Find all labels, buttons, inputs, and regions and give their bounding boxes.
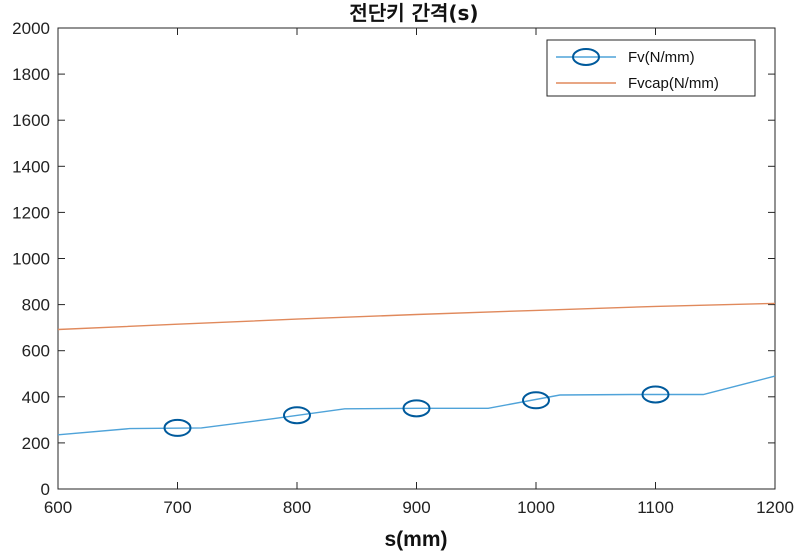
series-line-fvcap <box>57 302 776 331</box>
y-tick-label: 1400 <box>12 157 50 176</box>
series-line-fv <box>57 375 776 436</box>
x-tick-label: 700 <box>163 498 191 517</box>
x-tick-label: 1100 <box>637 498 674 517</box>
y-tick-label: 800 <box>22 296 50 315</box>
y-tick-label: 200 <box>22 434 50 453</box>
y-tick-label: 1000 <box>12 250 50 269</box>
x-tick-label: 900 <box>402 498 430 517</box>
axis-ticks: 600 700 800 900 1000 1100 1200 0 200 400 600 800 100… <box>12 19 794 517</box>
legend-label-fvcap: Fvcap(N/mm) <box>628 75 719 92</box>
plot-area <box>57 27 776 490</box>
y-tick-label: 1800 <box>12 65 50 84</box>
y-tick-label: 1200 <box>12 203 50 222</box>
series-layer <box>57 302 776 437</box>
legend-marker-fv <box>572 48 600 66</box>
x-tick-label: 1200 <box>756 498 794 517</box>
data-point-fv <box>402 399 431 418</box>
data-point-fv <box>163 418 192 437</box>
x-axis-title: s(mm) <box>384 528 447 551</box>
y-tick-label: 0 <box>41 480 50 499</box>
legend: Fv(N/mm) Fvcap(N/mm) <box>546 39 756 97</box>
data-point-fv <box>641 385 670 404</box>
legend-label-fv: Fv(N/mm) <box>628 49 695 66</box>
chart-title: 전단키 간격(s) <box>349 1 478 25</box>
x-tick-label: 1000 <box>517 498 555 517</box>
y-tick-label: 1600 <box>12 111 50 130</box>
x-tick-label: 600 <box>44 498 72 517</box>
data-point-fv <box>522 391 550 410</box>
y-tick-label: 2000 <box>12 19 50 38</box>
x-tick-label: 800 <box>283 498 311 517</box>
data-point-fv <box>283 406 311 425</box>
y-tick-label: 400 <box>22 388 50 407</box>
y-tick-label: 600 <box>22 342 50 361</box>
